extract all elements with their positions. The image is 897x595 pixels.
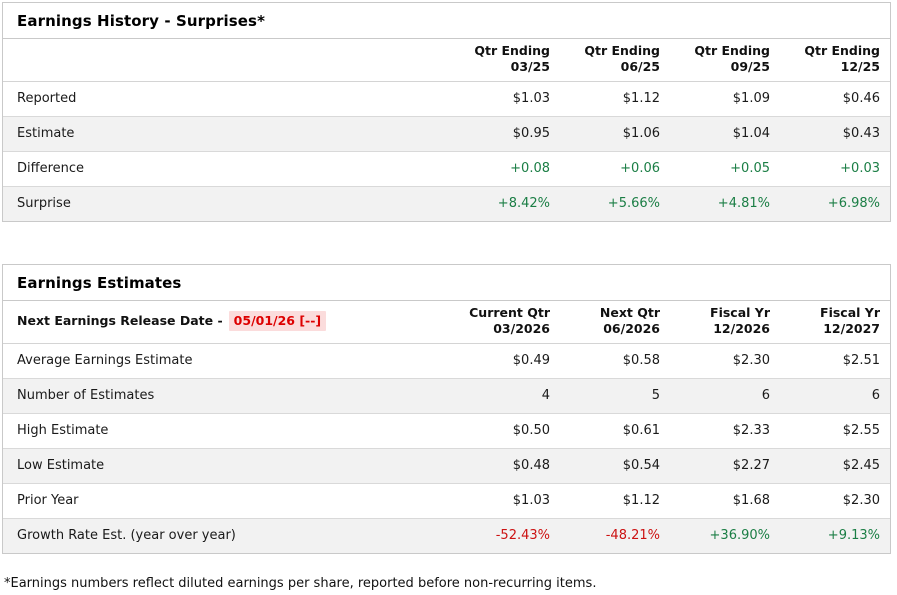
earnings-estimates-table: Next Earnings Release Date - 05/01/26 [-… <box>3 301 890 553</box>
cell-value: +5.66% <box>560 185 670 221</box>
column-header: Current Qtr 03/2026 <box>450 301 560 344</box>
row-label: Number of Estimates <box>3 377 450 413</box>
cell-value: -52.43% <box>450 517 560 553</box>
cell-value: $0.58 <box>622 353 660 368</box>
table-row: Prior Year $1.03 $1.12 $1.68 $2.30 <box>3 482 890 518</box>
column-header: Qtr Ending 09/25 <box>670 39 780 82</box>
earnings-history-title: Earnings History - Surprises* <box>3 3 890 39</box>
earnings-history-header-row: Qtr Ending 03/25 Qtr Ending 06/25 Qtr Ending… <box>3 39 890 82</box>
row-label: Prior Year <box>3 482 450 518</box>
next-earnings-release-label: Next Earnings Release Date - <box>17 313 223 329</box>
cell-value: $2.33 <box>670 412 780 448</box>
earnings-history-card: Earnings History - Surprises* Qtr Ending… <box>2 2 891 222</box>
cell-value: $1.03 <box>512 91 550 106</box>
cell-value: $0.48 <box>450 447 560 483</box>
cell-value: +36.90% <box>670 517 780 553</box>
cell-value: $0.49 <box>512 353 550 368</box>
cell-value: $2.30 <box>732 353 770 368</box>
cell-value: $1.03 <box>450 482 560 518</box>
table-row: Surprise +8.42% +5.66% +4.81% +6.98% <box>3 185 890 221</box>
cell-value: 6 <box>780 377 890 413</box>
cell-value: $0.50 <box>450 412 560 448</box>
cell-value: $0.95 <box>450 115 560 151</box>
cell-value: $1.12 <box>622 91 660 106</box>
table-row: Estimate $0.95 $1.06 $1.04 $0.43 <box>3 115 890 151</box>
row-label: Reported <box>17 91 77 106</box>
cell-value: -48.21% <box>560 517 670 553</box>
cell-value: $0.43 <box>780 115 890 151</box>
row-label: Estimate <box>3 115 450 151</box>
cell-value: $2.27 <box>670 447 780 483</box>
row-label: High Estimate <box>3 412 450 448</box>
row-label: Difference <box>3 150 450 186</box>
cell-value: 6 <box>670 377 780 413</box>
cell-value: $2.51 <box>842 353 880 368</box>
cell-value: $1.06 <box>560 115 670 151</box>
column-header: Fiscal Yr 12/2026 <box>670 301 780 344</box>
row-label: Surprise <box>3 185 450 221</box>
table-row: Reported $1.03 $1.12 $1.09 $0.46 <box>3 81 890 116</box>
table-row: Average Earnings Estimate $0.49 $0.58 $2.30… <box>3 343 890 378</box>
earnings-estimates-card: Earnings Estimates Next Earnings Release… <box>2 264 891 554</box>
cell-value: +0.06 <box>560 150 670 186</box>
table-row: High Estimate $0.50 $0.61 $2.33 $2.55 <box>3 412 890 448</box>
cell-value: +9.13% <box>780 517 890 553</box>
cell-value: $1.04 <box>670 115 780 151</box>
cell-value: $1.12 <box>560 482 670 518</box>
cell-value: 4 <box>450 377 560 413</box>
cell-value: +4.81% <box>670 185 780 221</box>
cell-value: +0.05 <box>670 150 780 186</box>
cell-value: $0.46 <box>842 91 880 106</box>
cell-value: +0.03 <box>780 150 890 186</box>
table-row: Difference +0.08 +0.06 +0.05 +0.03 <box>3 150 890 186</box>
table-row: Growth Rate Est. (year over year) -52.43%… <box>3 517 890 553</box>
row-label: Low Estimate <box>3 447 450 483</box>
earnings-estimates-title: Earnings Estimates <box>3 265 890 301</box>
column-header: Qtr Ending 03/25 <box>450 39 560 82</box>
cell-value: $2.55 <box>780 412 890 448</box>
cell-value: $2.45 <box>780 447 890 483</box>
cell-value: $1.68 <box>670 482 780 518</box>
next-earnings-release-cell: Next Earnings Release Date - 05/01/26 [-… <box>3 301 450 344</box>
earnings-estimates-header-row: Next Earnings Release Date - 05/01/26 [-… <box>3 301 890 344</box>
row-label: Average Earnings Estimate <box>17 353 193 368</box>
table-row: Low Estimate $0.48 $0.54 $2.27 $2.45 <box>3 447 890 483</box>
cell-value: +0.08 <box>450 150 560 186</box>
column-header: Qtr Ending 06/25 <box>560 39 670 82</box>
footnote: *Earnings numbers reflect diluted earnin… <box>4 576 597 591</box>
table-row: Number of Estimates 4 5 6 6 <box>3 377 890 413</box>
cell-value: 5 <box>560 377 670 413</box>
cell-value: $0.61 <box>560 412 670 448</box>
cell-value: $0.54 <box>560 447 670 483</box>
next-earnings-release-date: 05/01/26 [--] <box>228 311 327 332</box>
cell-value: +6.98% <box>780 185 890 221</box>
column-header: Next Qtr 06/2026 <box>560 301 670 344</box>
column-header: Qtr Ending 12/25 <box>780 39 890 82</box>
cell-value: $2.30 <box>780 482 890 518</box>
cell-value: +8.42% <box>450 185 560 221</box>
column-header: Fiscal Yr 12/2027 <box>780 301 890 344</box>
corner-cell <box>3 39 450 82</box>
cell-value: $1.09 <box>732 91 770 106</box>
row-label: Growth Rate Est. (year over year) <box>3 517 450 553</box>
earnings-history-table: Qtr Ending 03/25 Qtr Ending 06/25 Qtr Ending… <box>3 39 890 221</box>
